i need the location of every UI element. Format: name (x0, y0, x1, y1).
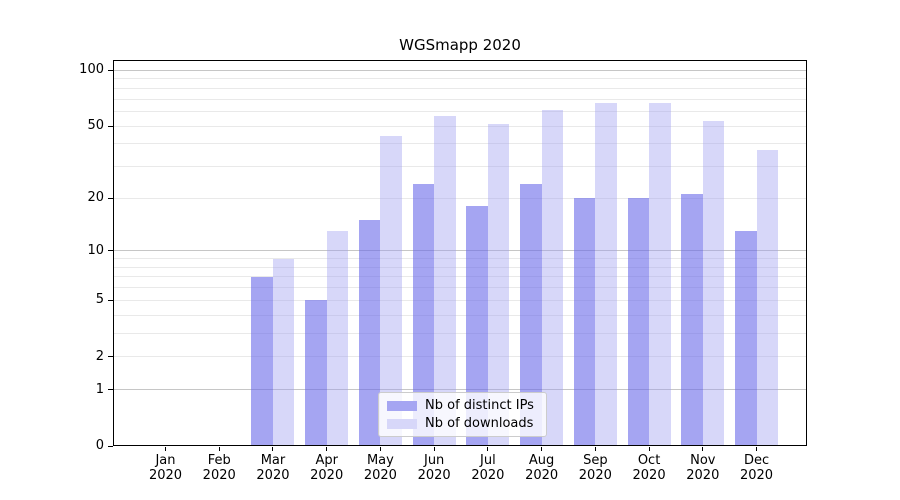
gridline-minor-3 (113, 332, 807, 334)
y-tick-mark-2 (108, 356, 113, 358)
x-tick-mark-may (379, 447, 381, 451)
bar-distinct-ips-oct (627, 198, 650, 447)
gridline-major-1 (113, 389, 807, 391)
legend-item-downloads: Nb of downloads (387, 415, 538, 431)
gridline-minor-6 (113, 287, 807, 289)
x-tick-mark-nov (702, 447, 704, 451)
x-tick-mark-jul (487, 447, 489, 451)
bar-distinct-ips-mar (251, 276, 273, 447)
bar-downloads-apr (326, 231, 349, 447)
gridline-major-100 (113, 69, 807, 71)
gridline-minor-50 (113, 125, 807, 127)
gridline-minor-60 (113, 110, 807, 112)
gridline-major-10 (113, 250, 807, 252)
gridline-minor-30 (113, 166, 807, 168)
bar-downloads-mar (272, 258, 295, 447)
x-tick-mark-dec (756, 447, 758, 451)
y-tick-label-1: 1 (95, 381, 104, 397)
chart-title: WGSmapp 2020 (399, 36, 521, 54)
x-tick-label-mar: Mar 2020 (256, 453, 290, 483)
x-tick-mark-aug (541, 447, 543, 451)
x-tick-label-apr: Apr 2020 (310, 453, 344, 483)
gridline-minor-7 (113, 276, 807, 278)
gridline-minor-70 (113, 98, 807, 100)
bar-downloads-nov (702, 121, 725, 447)
x-tick-mark-mar (272, 447, 274, 451)
legend-swatch-downloads (387, 418, 417, 429)
x-tick-mark-jan (165, 447, 166, 451)
bar-downloads-sep (595, 102, 617, 447)
y-tick-mark-0 (108, 445, 113, 447)
bar-distinct-ips-dec (735, 231, 757, 447)
y-tick-label-10: 10 (87, 242, 104, 258)
legend-item-distinct-ips: Nb of distinct IPs (387, 397, 538, 413)
y-tick-label-20: 20 (87, 190, 104, 206)
gridline-minor-9 (113, 258, 807, 260)
gridline-minor-5 (113, 299, 807, 301)
bar-distinct-ips-nov (681, 194, 703, 447)
y-tick-mark-1 (108, 389, 113, 391)
x-tick-mark-oct (648, 447, 650, 451)
x-tick-label-dec: Dec 2020 (739, 453, 774, 483)
y-tick-mark-50 (108, 125, 113, 127)
bar-downloads-dec (756, 149, 779, 447)
y-tick-mark-10 (108, 250, 113, 252)
legend-swatch-distinct-ips (387, 400, 417, 411)
x-tick-label-feb: Feb 2020 (202, 453, 236, 483)
x-tick-mark-jun (433, 447, 435, 451)
x-tick-label-sep: Sep 2020 (578, 453, 612, 483)
gridline-minor-2 (113, 356, 807, 358)
legend: Nb of distinct IPs Nb of downloads (378, 392, 547, 437)
x-tick-label-jun: Jun 2020 (417, 453, 451, 483)
x-tick-mark-sep (594, 447, 596, 451)
plot-frame (113, 60, 807, 446)
y-tick-label-5: 5 (95, 292, 104, 308)
y-tick-mark-5 (108, 299, 113, 301)
gridline-minor-4 (113, 314, 807, 316)
x-tick-label-may: May 2020 (363, 453, 397, 483)
x-tick-label-jan: Jan 2020 (148, 453, 183, 483)
bar-distinct-ips-apr (305, 300, 327, 447)
y-tick-label-50: 50 (87, 118, 104, 133)
legend-label-downloads: Nb of downloads (425, 415, 534, 431)
x-tick-label-jul: Jul 2020 (471, 453, 505, 483)
x-tick-label-aug: Aug 2020 (525, 453, 559, 483)
legend-label-distinct-ips: Nb of distinct IPs (425, 397, 534, 413)
bar-distinct-ips-sep (573, 198, 596, 447)
gridline-minor-40 (113, 143, 807, 145)
gridline-minor-20 (113, 197, 807, 199)
x-tick-label-oct: Oct 2020 (632, 453, 666, 483)
y-tick-label-2: 2 (95, 348, 104, 364)
y-tick-mark-20 (108, 197, 113, 199)
y-tick-mark-100 (108, 69, 113, 71)
gridline-minor-90 (113, 78, 807, 80)
x-tick-label-nov: Nov 2020 (686, 453, 720, 483)
y-tick-label-0: 0 (95, 438, 104, 453)
gridline-minor-8 (113, 266, 807, 268)
y-tick-label-100: 100 (79, 62, 104, 78)
x-tick-mark-apr (326, 447, 328, 451)
bar-downloads-oct (649, 102, 671, 447)
x-tick-mark-feb (218, 447, 220, 451)
gridline-minor-80 (113, 87, 807, 89)
